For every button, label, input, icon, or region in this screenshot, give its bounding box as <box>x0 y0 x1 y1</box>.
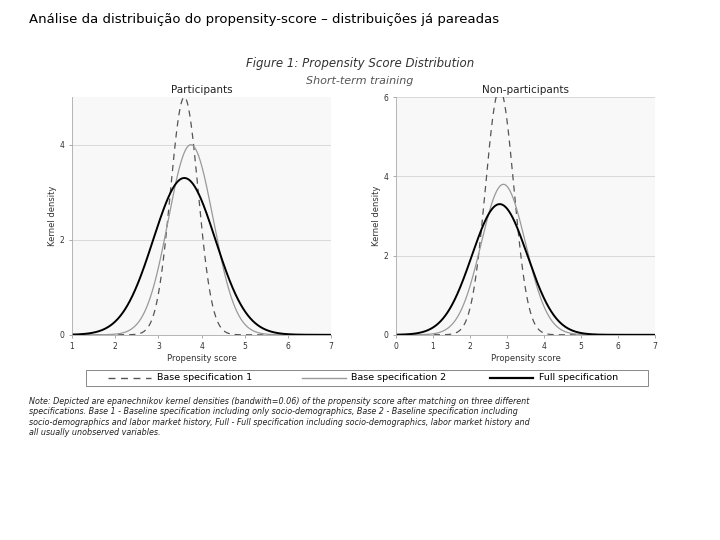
Text: Figure 1: Propensity Score Distribution: Figure 1: Propensity Score Distribution <box>246 57 474 70</box>
Text: Base specification 2: Base specification 2 <box>351 374 446 382</box>
X-axis label: Propensity score: Propensity score <box>490 354 561 363</box>
Y-axis label: Kernel density: Kernel density <box>372 186 381 246</box>
Title: Non-participants: Non-participants <box>482 85 569 95</box>
Text: Full specification: Full specification <box>539 374 618 382</box>
Title: Participants: Participants <box>171 85 233 95</box>
Text: Note: Depicted are epanechnikov kernel densities (bandwith=0.06) of the propensi: Note: Depicted are epanechnikov kernel d… <box>29 397 529 437</box>
Y-axis label: Kernel density: Kernel density <box>48 186 57 246</box>
X-axis label: Propensity score: Propensity score <box>166 354 237 363</box>
Text: Base specification 1: Base specification 1 <box>157 374 252 382</box>
Text: Análise da distribuição do propensity-score – distribuições já pareadas: Análise da distribuição do propensity-sc… <box>29 14 499 26</box>
Text: Short-term training: Short-term training <box>306 76 414 86</box>
